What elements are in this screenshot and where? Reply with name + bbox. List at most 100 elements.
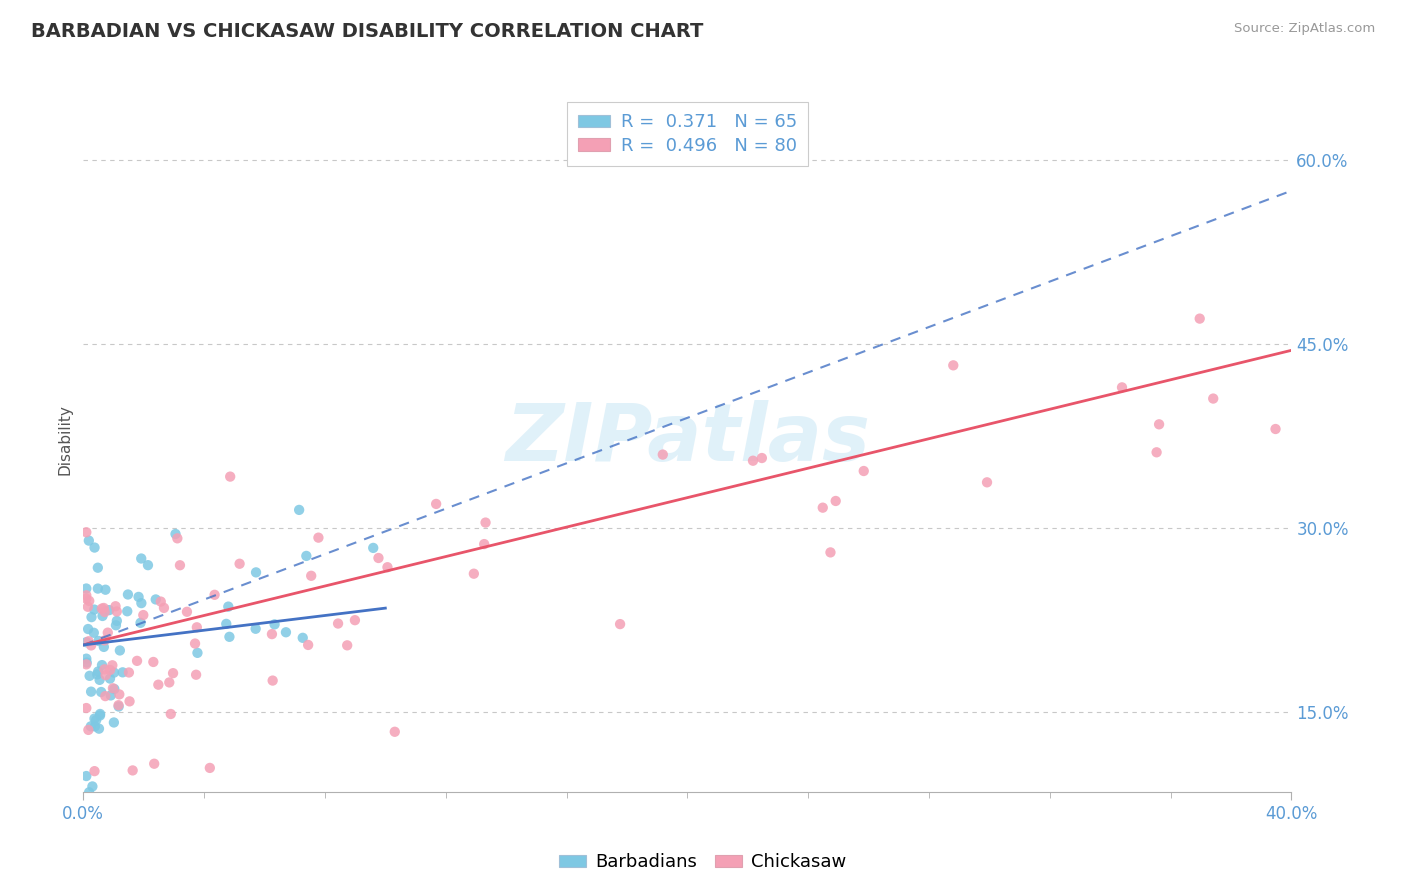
Point	[153, 600, 176, 615]
Point	[132, 608, 155, 623]
Point	[118, 694, 141, 708]
Point	[742, 454, 765, 468]
Point	[97, 625, 120, 640]
Point	[198, 761, 221, 775]
Point	[367, 551, 389, 566]
Point	[79, 669, 101, 683]
Point	[108, 687, 131, 701]
Point	[93, 640, 115, 654]
Point	[145, 592, 167, 607]
Point	[75, 701, 97, 715]
Point	[1111, 380, 1133, 394]
Point	[288, 503, 311, 517]
Point	[1146, 445, 1168, 459]
Point	[274, 625, 297, 640]
Point	[80, 610, 103, 624]
Point	[1264, 422, 1286, 436]
Point	[425, 497, 447, 511]
Point	[80, 719, 103, 733]
Point	[184, 636, 207, 650]
Point	[77, 622, 100, 636]
Point	[103, 665, 125, 680]
Point	[811, 500, 834, 515]
Point	[75, 525, 97, 540]
Point	[84, 713, 107, 727]
Point	[474, 516, 496, 530]
Point	[1202, 392, 1225, 406]
Point	[217, 599, 239, 614]
Point	[384, 724, 406, 739]
Point	[75, 769, 97, 783]
Point	[377, 560, 399, 574]
Point	[83, 625, 105, 640]
Point	[263, 617, 285, 632]
Point	[94, 689, 117, 703]
Point	[129, 551, 152, 566]
Point	[77, 785, 100, 799]
Point	[89, 706, 111, 721]
Point	[105, 605, 128, 619]
Point	[343, 613, 366, 627]
Point	[98, 672, 121, 686]
Point	[204, 588, 226, 602]
Point	[75, 635, 97, 649]
Point	[245, 622, 267, 636]
Point	[108, 643, 131, 657]
Point	[176, 605, 198, 619]
Point	[77, 533, 100, 548]
Point	[117, 587, 139, 601]
Point	[136, 558, 159, 573]
Point	[117, 604, 139, 618]
Point	[75, 591, 97, 606]
Point	[326, 616, 349, 631]
Point	[111, 665, 134, 680]
Point	[103, 681, 125, 696]
Point	[219, 469, 242, 483]
Point	[104, 618, 127, 632]
Point	[80, 684, 103, 698]
Point	[824, 494, 846, 508]
Point	[89, 673, 111, 687]
Point	[80, 639, 103, 653]
Point	[121, 764, 143, 778]
Point	[94, 582, 117, 597]
Point	[100, 689, 122, 703]
Point	[75, 588, 97, 602]
Point	[218, 630, 240, 644]
Point	[307, 531, 329, 545]
Point	[1147, 417, 1170, 432]
Point	[1188, 311, 1211, 326]
Point	[98, 603, 121, 617]
Point	[107, 698, 129, 713]
Text: BARBADIAN VS CHICKASAW DISABILITY CORRELATION CHART: BARBADIAN VS CHICKASAW DISABILITY CORREL…	[31, 22, 703, 41]
Point	[75, 657, 97, 672]
Point	[93, 633, 115, 648]
Point	[98, 663, 121, 677]
Point	[87, 560, 110, 574]
Point	[83, 764, 105, 779]
Point	[83, 712, 105, 726]
Point	[162, 666, 184, 681]
Point	[463, 566, 485, 581]
Point	[186, 620, 208, 634]
Point	[89, 708, 111, 723]
Point	[299, 569, 322, 583]
Point	[131, 596, 153, 610]
Point	[751, 450, 773, 465]
Point	[148, 678, 170, 692]
Legend: R =  0.371   N = 65, R =  0.496   N = 80: R = 0.371 N = 65, R = 0.496 N = 80	[567, 103, 808, 166]
Point	[128, 590, 150, 604]
Point	[103, 715, 125, 730]
Point	[166, 532, 188, 546]
Point	[157, 675, 180, 690]
Point	[149, 594, 172, 608]
Point	[91, 658, 114, 673]
Point	[101, 658, 124, 673]
Text: ZIPatlas: ZIPatlas	[505, 401, 870, 478]
Point	[295, 549, 318, 563]
Point	[651, 448, 673, 462]
Point	[159, 706, 181, 721]
Point	[143, 756, 166, 771]
Point	[609, 617, 631, 632]
Point	[83, 719, 105, 733]
